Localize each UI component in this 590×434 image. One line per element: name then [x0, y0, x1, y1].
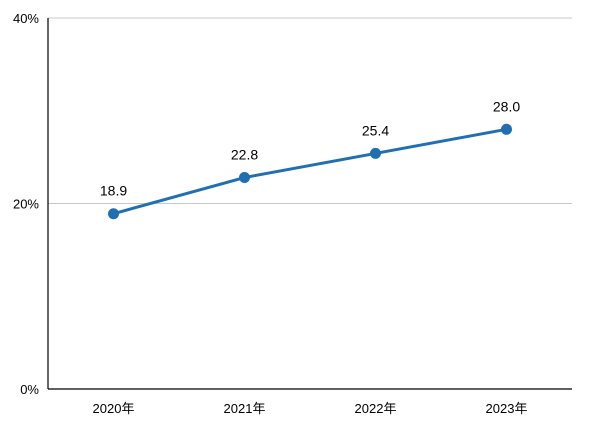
- data-label-1: 22.8: [231, 147, 258, 163]
- y-tick-label-0: 0%: [20, 382, 39, 397]
- data-point-2: [370, 147, 381, 159]
- grid-layer: [48, 17, 572, 204]
- data-point-3: [501, 123, 512, 135]
- axis-layer: 0% 20% 40% 2020年 2021年 2022年 2023年: [13, 11, 572, 416]
- x-tick-label-3: 2023年: [486, 401, 528, 416]
- y-tick-label-40: 40%: [13, 11, 39, 26]
- data-label-3: 28.0: [493, 98, 520, 114]
- series-line-0: [112, 127, 508, 216]
- data-point-1: [239, 172, 250, 184]
- label-layer: 18.9 22.8 25.4 28.0: [100, 98, 520, 198]
- series-layer: [108, 123, 512, 220]
- y-tick-label-20: 20%: [13, 197, 39, 212]
- data-label-0: 18.9: [100, 183, 127, 199]
- data-label-2: 25.4: [362, 122, 389, 138]
- x-tick-label-1: 2021年: [224, 401, 266, 416]
- x-tick-label-0: 2020年: [93, 401, 135, 416]
- x-tick-label-2: 2022年: [355, 401, 397, 416]
- data-point-0: [108, 208, 119, 220]
